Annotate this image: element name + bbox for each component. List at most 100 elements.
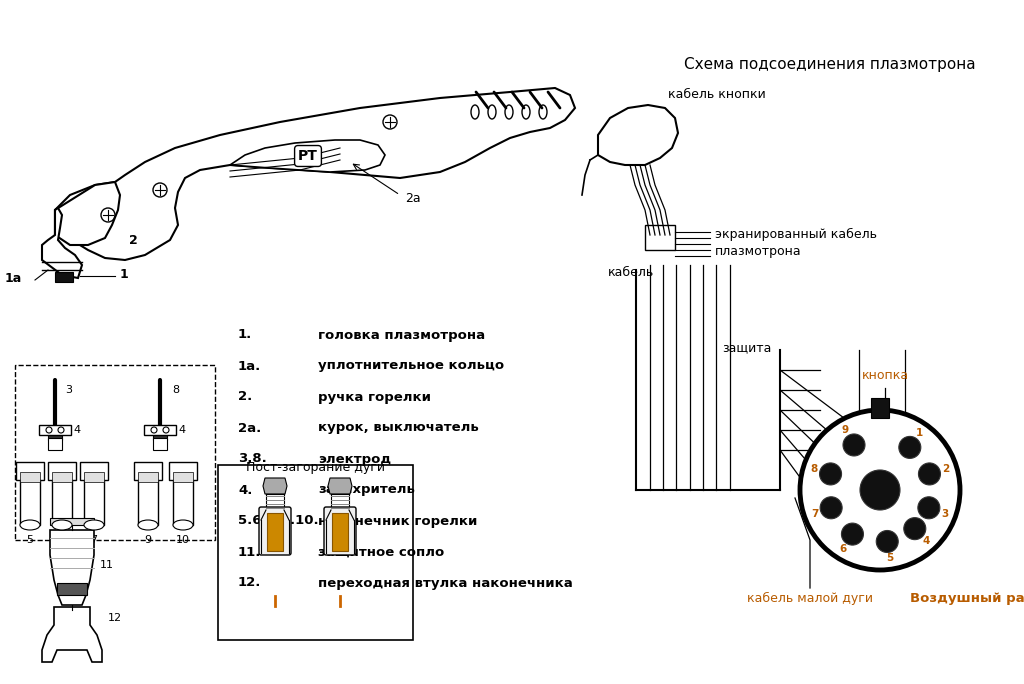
Text: 4.: 4.: [238, 484, 252, 497]
Polygon shape: [42, 208, 82, 278]
FancyBboxPatch shape: [173, 480, 193, 525]
Text: 5.6.7.9.10.: 5.6.7.9.10.: [238, 514, 318, 527]
Text: наконечник горелки: наконечник горелки: [318, 514, 477, 527]
Circle shape: [918, 497, 940, 518]
Text: ручка горелки: ручка горелки: [318, 391, 431, 404]
Circle shape: [151, 427, 157, 433]
Circle shape: [843, 434, 865, 456]
Text: 2: 2: [942, 464, 949, 474]
Text: 4: 4: [923, 536, 930, 547]
Text: 5: 5: [886, 553, 893, 564]
Text: уплотнительное кольцо: уплотнительное кольцо: [318, 360, 504, 373]
Text: 1: 1: [120, 267, 129, 280]
Text: завихритель: завихритель: [318, 484, 415, 497]
Text: 1.: 1.: [238, 328, 252, 341]
Text: 11.: 11.: [238, 546, 261, 559]
Polygon shape: [55, 88, 575, 260]
Text: 2: 2: [129, 233, 137, 246]
Bar: [57, 583, 87, 595]
Circle shape: [919, 463, 940, 485]
Text: Схема подсоединения плазмотрона: Схема подсоединения плазмотрона: [684, 57, 976, 73]
Circle shape: [58, 427, 63, 433]
Text: 7: 7: [90, 535, 97, 545]
Text: защита: защита: [722, 341, 771, 354]
Ellipse shape: [173, 520, 193, 530]
Text: 1а.: 1а.: [238, 360, 261, 373]
Text: 9: 9: [842, 425, 849, 435]
Text: 4: 4: [178, 425, 185, 435]
Bar: [48, 438, 62, 450]
FancyBboxPatch shape: [84, 480, 104, 525]
FancyBboxPatch shape: [259, 507, 291, 555]
FancyBboxPatch shape: [324, 507, 356, 555]
FancyBboxPatch shape: [16, 462, 44, 480]
Text: 5: 5: [27, 535, 34, 545]
FancyBboxPatch shape: [20, 472, 40, 482]
Circle shape: [899, 436, 921, 458]
Text: 8: 8: [811, 464, 818, 474]
Text: курок, выключатель: курок, выключатель: [318, 421, 479, 434]
FancyBboxPatch shape: [52, 480, 72, 525]
Text: 4: 4: [73, 425, 80, 435]
Text: PT: PT: [298, 149, 317, 163]
Text: 11: 11: [100, 560, 114, 570]
Polygon shape: [263, 478, 287, 494]
FancyBboxPatch shape: [173, 472, 193, 482]
FancyBboxPatch shape: [84, 472, 104, 482]
Text: экранированный кабель
плазмотрона: экранированный кабель плазмотрона: [715, 228, 877, 258]
Text: 7: 7: [811, 509, 819, 518]
FancyBboxPatch shape: [134, 462, 162, 480]
FancyBboxPatch shape: [80, 462, 108, 480]
Text: 6: 6: [58, 535, 66, 545]
Circle shape: [819, 463, 842, 485]
Text: 8: 8: [172, 385, 179, 395]
Circle shape: [904, 518, 926, 540]
Polygon shape: [50, 530, 94, 605]
FancyBboxPatch shape: [20, 480, 40, 525]
Polygon shape: [42, 607, 102, 662]
Text: 2а.: 2а.: [238, 421, 261, 434]
Text: 10: 10: [176, 535, 190, 545]
Text: 1а: 1а: [5, 272, 23, 285]
Text: электрод: электрод: [318, 453, 391, 466]
Text: 1: 1: [915, 428, 924, 438]
Ellipse shape: [20, 520, 40, 530]
Polygon shape: [230, 140, 385, 172]
Text: переходная втулка наконечника: переходная втулка наконечника: [318, 577, 572, 590]
Text: 3: 3: [941, 509, 948, 518]
FancyBboxPatch shape: [169, 462, 197, 480]
Text: кабель малой дуги: кабель малой дуги: [746, 592, 873, 605]
FancyBboxPatch shape: [48, 462, 76, 480]
Text: 3,8.: 3,8.: [238, 453, 266, 466]
Bar: [144, 425, 176, 435]
Circle shape: [860, 470, 900, 510]
Text: Воздушный разъем: Воздушный разъем: [910, 592, 1024, 605]
Polygon shape: [328, 478, 352, 494]
Ellipse shape: [138, 520, 158, 530]
Bar: [218, 465, 413, 640]
Text: головка плазмотрона: головка плазмотрона: [318, 328, 485, 341]
Bar: [153, 438, 167, 450]
Bar: [55, 272, 73, 282]
Text: кабель кнопки: кабель кнопки: [668, 88, 766, 101]
Text: 12.: 12.: [238, 577, 261, 590]
FancyBboxPatch shape: [332, 513, 348, 551]
Text: кабель: кабель: [608, 265, 654, 278]
FancyBboxPatch shape: [52, 472, 72, 482]
Circle shape: [46, 427, 52, 433]
Text: 2а: 2а: [406, 192, 421, 205]
Bar: [48, 428, 62, 440]
Text: защитное сопло: защитное сопло: [318, 546, 444, 559]
Circle shape: [820, 497, 842, 518]
Bar: [645, 225, 675, 250]
Circle shape: [842, 523, 863, 545]
Polygon shape: [55, 182, 120, 245]
Bar: [871, 398, 889, 418]
Text: кнопка: кнопка: [861, 369, 908, 382]
Bar: [39, 425, 71, 435]
Text: 12: 12: [108, 613, 122, 623]
Text: 9: 9: [144, 535, 152, 545]
Text: 2.: 2.: [238, 391, 252, 404]
Ellipse shape: [84, 520, 104, 530]
FancyBboxPatch shape: [138, 480, 158, 525]
